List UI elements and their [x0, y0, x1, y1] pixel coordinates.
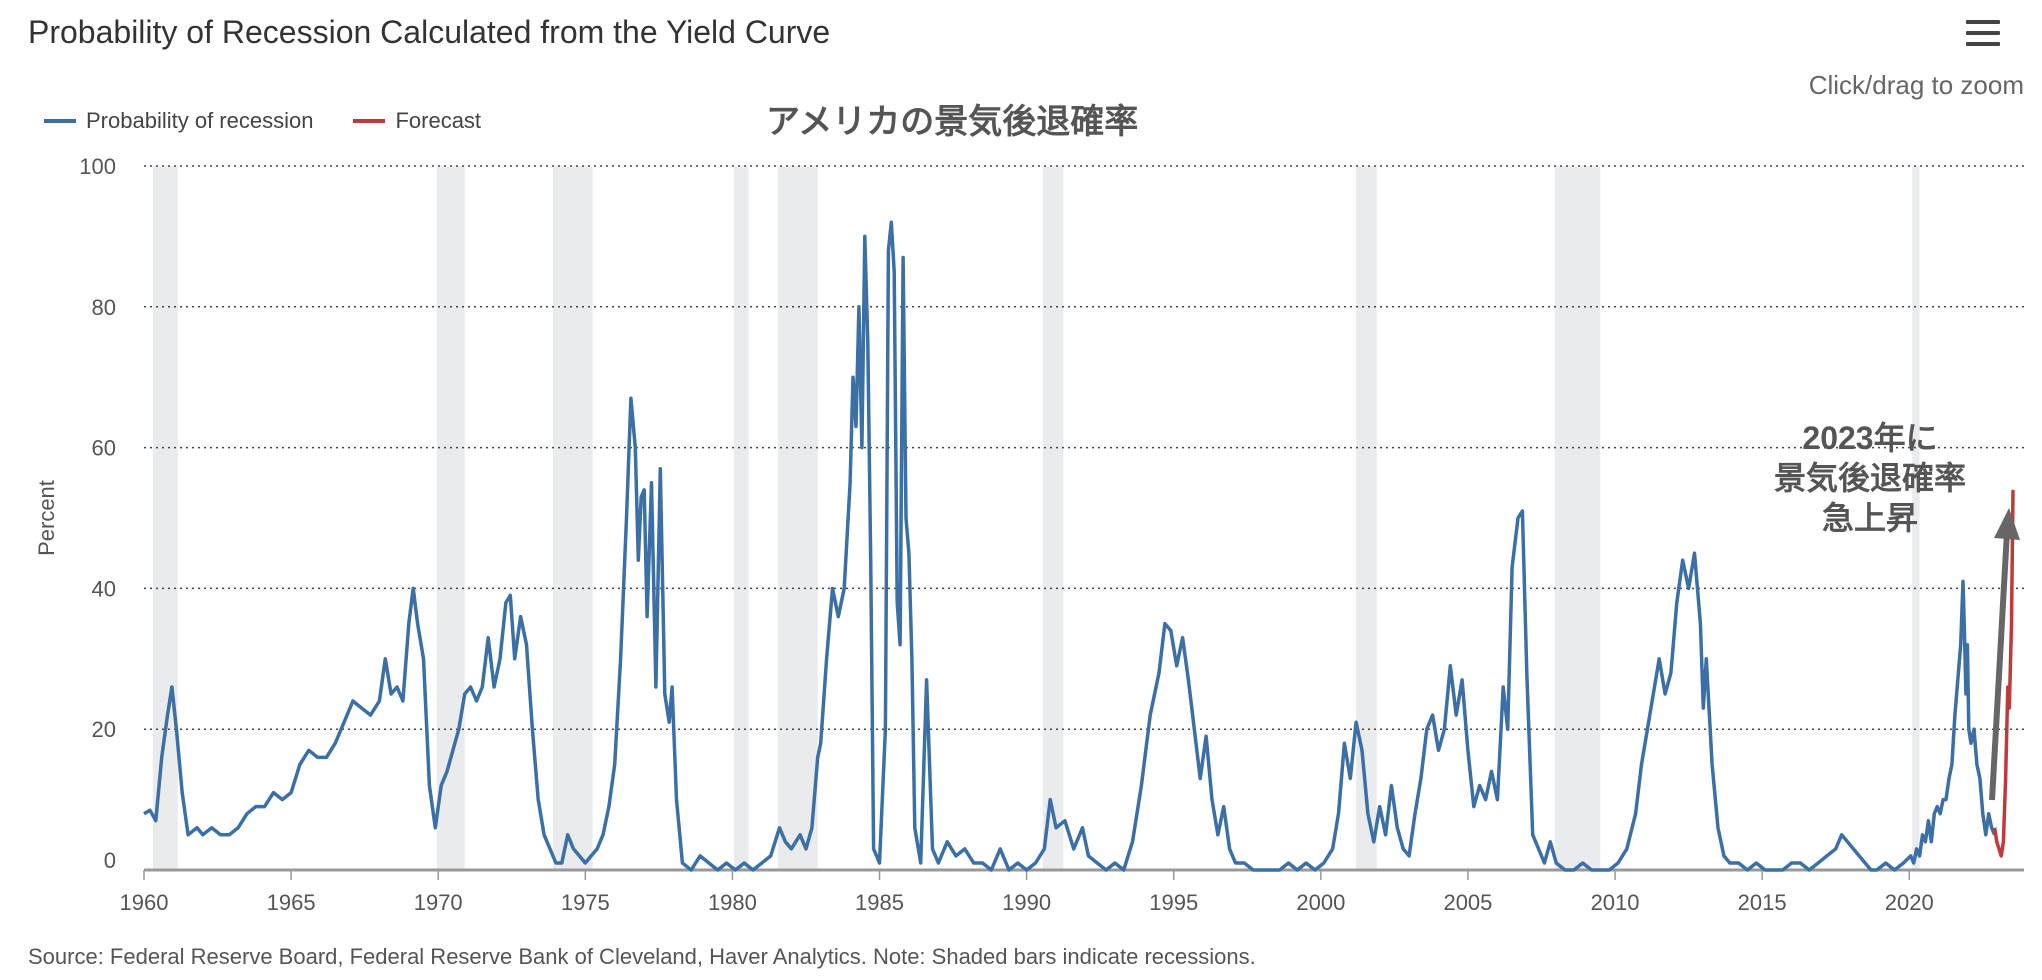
annotation-arrow	[1989, 531, 2010, 801]
recession-band	[1356, 166, 1377, 870]
recession-band	[1554, 166, 1601, 870]
x-tick-label: 2010	[1591, 890, 1640, 915]
x-tick-label: 2015	[1738, 890, 1787, 915]
recession-band	[552, 166, 593, 870]
annotation-text: 2023年に 景気後退確率 急上昇	[1740, 418, 2000, 538]
x-tick-label: 2005	[1443, 890, 1492, 915]
annotation-line-1: 2023年に	[1802, 420, 1938, 456]
x-tick-label: 1990	[1002, 890, 1051, 915]
y-tick-label: 20	[92, 717, 116, 742]
zoom-hint: Click/drag to zoom	[1808, 70, 2024, 100]
probability-series-line	[143, 220, 1997, 872]
x-tick-label: 2020	[1885, 890, 1934, 915]
recession-band	[152, 166, 178, 870]
hamburger-menu-icon[interactable]	[1966, 20, 2000, 48]
x-tick-label: 1985	[855, 890, 904, 915]
y-tick-label: 40	[92, 576, 116, 601]
legend-label-probability: Probability of recession	[86, 108, 314, 133]
legend: Probability of recession Forecast	[44, 108, 481, 134]
recession-band	[1912, 166, 1920, 870]
chart-title: Probability of Recession Calculated from…	[28, 14, 831, 50]
y-tick-label: 60	[92, 436, 116, 461]
annotation-arrowhead	[1994, 508, 2020, 540]
recession-band	[778, 166, 818, 870]
recession-band	[733, 166, 749, 870]
legend-item-forecast[interactable]: Forecast	[353, 108, 481, 134]
x-tick-label: 1975	[561, 890, 610, 915]
source-note: Source: Federal Reserve Board, Federal R…	[28, 944, 1256, 969]
y-axis-label: Percent	[34, 480, 59, 556]
overlay-title: アメリカの景気後退確率	[766, 103, 1139, 141]
x-tick-label: 2000	[1296, 890, 1345, 915]
legend-swatch-probability	[44, 119, 76, 123]
legend-swatch-forecast	[353, 119, 386, 123]
legend-item-probability[interactable]: Probability of recession	[44, 108, 313, 134]
forecast-series-line	[1992, 489, 2015, 858]
x-tick-label: 1965	[267, 890, 316, 915]
x-tick-label: 1970	[414, 890, 463, 915]
annotation-line-3: 急上昇	[1821, 500, 1918, 536]
y-tick-label: 100	[79, 154, 116, 179]
y-tick-label: 80	[92, 295, 116, 320]
y-tick-label: 0	[104, 848, 116, 873]
x-tick-label: 1980	[708, 890, 757, 915]
x-tick-label: 1995	[1149, 890, 1198, 915]
legend-label-forecast: Forecast	[395, 108, 482, 133]
recession-band	[1042, 166, 1064, 870]
x-tick-label: 1960	[120, 890, 169, 915]
annotation-line-2: 景気後退確率	[1773, 460, 1966, 496]
